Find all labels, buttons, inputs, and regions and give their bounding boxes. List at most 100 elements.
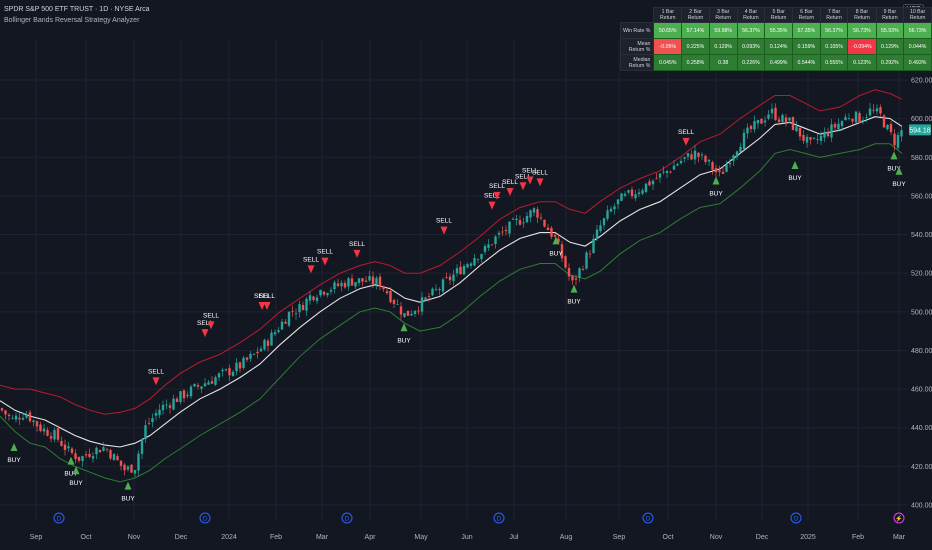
candle-body — [798, 127, 802, 137]
y-tick-label: 480.00 — [911, 348, 932, 355]
candle-body — [116, 456, 119, 461]
buy-signal: BUY — [7, 443, 21, 464]
buy-label: BUY — [788, 175, 802, 182]
candle-body — [39, 424, 42, 432]
candle-body — [718, 170, 721, 172]
candle-body — [770, 108, 774, 114]
event-markers[interactable]: D D D D D D ⚡ — [53, 512, 905, 524]
table-cell: 0.225% — [681, 38, 710, 55]
candle-body — [102, 447, 105, 451]
price-axis[interactable]: 400.00 420.00 440.00 460.00 480.00 500.00 520.… — [911, 78, 932, 510]
candle-body — [354, 282, 357, 287]
buy-arrow — [570, 284, 578, 293]
buy-label: BUY — [892, 181, 906, 188]
candle-body — [858, 113, 861, 123]
y-tick-label: 400.00 — [911, 503, 932, 510]
x-tick-label: Dec — [175, 534, 188, 541]
table-cell: 0.499% — [764, 54, 793, 71]
candle-body — [525, 215, 529, 223]
candle-body — [742, 132, 746, 150]
candle-body — [368, 276, 371, 281]
candle-body — [504, 229, 508, 232]
candle-body — [802, 134, 805, 141]
candle-body — [746, 127, 749, 134]
candle-body — [536, 209, 539, 218]
buy-label: BUY — [397, 337, 411, 344]
candle-body — [119, 460, 123, 466]
candle-body — [854, 111, 858, 123]
table-cell: 0.123% — [847, 54, 877, 71]
candle-body — [490, 244, 494, 246]
candle-body — [462, 266, 466, 275]
candle-body — [896, 134, 900, 148]
candle-body — [707, 159, 711, 162]
price-tag-box — [909, 124, 931, 136]
candle-body — [105, 449, 109, 451]
candle-body — [291, 310, 294, 312]
candle-body — [560, 244, 564, 259]
candle-body — [70, 448, 74, 453]
candle-body — [571, 275, 574, 281]
table-corner — [620, 7, 654, 23]
candle-body — [886, 124, 889, 130]
table-cell: 0.045% — [653, 54, 683, 71]
candle-body — [389, 290, 392, 303]
x-tick-label: Jun — [461, 534, 472, 541]
x-tick-label: Mar — [893, 534, 906, 541]
time-axis[interactable]: Sep Oct Nov Dec 2024 Feb Mar Apr May Jun Jul Aug Sep… — [30, 534, 906, 541]
table-cell: 57.35% — [792, 22, 821, 39]
sell-arrow — [682, 137, 690, 146]
candle-body — [588, 253, 592, 255]
candle-body — [564, 256, 567, 268]
candle-body — [56, 428, 60, 440]
candle-body — [315, 297, 319, 302]
candle-body — [697, 152, 700, 157]
indicator-title[interactable]: Bollinger Bands Reversal Strategy Analyz… — [4, 17, 140, 24]
y-tick-label: 460.00 — [911, 387, 932, 394]
candle-body — [532, 208, 536, 213]
candle-body — [567, 268, 571, 277]
candle-body — [25, 414, 28, 418]
column-header-4: 4 Bar Return — [736, 7, 766, 23]
candle-body — [182, 390, 186, 399]
table-cell: 0.124% — [764, 38, 793, 55]
sell-label: SELL — [317, 249, 333, 256]
event-icon: ⚡ — [893, 512, 905, 524]
candle-body — [875, 108, 879, 112]
table-cell: 0.38 — [708, 54, 738, 71]
candle-body — [326, 293, 329, 296]
table-cell: 56.37% — [736, 22, 766, 39]
candle-body — [753, 121, 756, 130]
buy-arrow — [552, 236, 560, 245]
candle-body — [763, 120, 767, 123]
candle-body — [438, 289, 441, 291]
candle-body — [609, 208, 613, 212]
buy-signal: BUY — [892, 166, 906, 188]
event-icon: D — [199, 512, 211, 524]
candle-body — [837, 123, 840, 130]
buy-label: BUY — [69, 480, 83, 487]
candle-body — [350, 278, 354, 286]
candle-body — [413, 310, 417, 314]
sell-label: SELL — [515, 173, 531, 180]
table-cell: 56.37% — [819, 22, 849, 39]
signals: BUYBUYBUYBUYSELLSELLSELLSELLSELLSELLSELL… — [7, 129, 906, 503]
candle-body — [522, 222, 525, 224]
svg-text:D: D — [497, 517, 502, 523]
table-cell: 55.93% — [875, 22, 905, 39]
candle-body — [788, 117, 791, 121]
candle-body — [14, 415, 18, 420]
candle-body — [816, 138, 819, 140]
candle-body — [77, 456, 81, 461]
sell-signal: SELL — [522, 167, 538, 185]
candle-body — [98, 449, 102, 453]
y-tick-label: 560.00 — [911, 193, 932, 200]
candle-body — [735, 151, 739, 157]
buy-arrow — [712, 176, 720, 185]
candle-body — [214, 377, 217, 385]
candle-body — [4, 410, 7, 415]
candle-body — [347, 278, 350, 287]
symbol-title[interactable]: SPDR S&P 500 ETF TRUST · 1D · NYSE Arca — [4, 6, 150, 13]
candle-body — [112, 454, 116, 461]
